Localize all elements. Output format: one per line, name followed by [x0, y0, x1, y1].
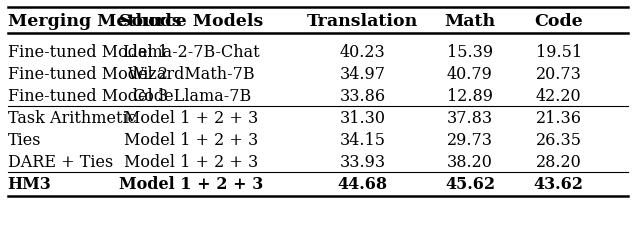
Text: DARE + Ties: DARE + Ties [8, 153, 113, 170]
Text: Source Models: Source Models [119, 12, 263, 30]
Text: Model 1 + 2 + 3: Model 1 + 2 + 3 [124, 109, 258, 126]
Text: 34.15: 34.15 [340, 131, 385, 148]
Text: Llama-2-7B-Chat: Llama-2-7B-Chat [123, 43, 260, 60]
Text: Math: Math [445, 12, 495, 30]
Text: 38.20: 38.20 [447, 153, 493, 170]
Text: 40.23: 40.23 [340, 43, 385, 60]
Text: Merging Methods: Merging Methods [8, 12, 181, 30]
Text: 19.51: 19.51 [536, 43, 582, 60]
Text: Fine-tuned Model 3: Fine-tuned Model 3 [8, 87, 168, 104]
Text: 33.93: 33.93 [339, 153, 385, 170]
Text: 45.62: 45.62 [445, 175, 495, 192]
Text: 20.73: 20.73 [536, 65, 581, 82]
Text: 15.39: 15.39 [447, 43, 493, 60]
Text: 37.83: 37.83 [447, 109, 493, 126]
Text: Fine-tuned Model 2: Fine-tuned Model 2 [8, 65, 168, 82]
Text: Model 1 + 2 + 3: Model 1 + 2 + 3 [119, 175, 263, 192]
Text: WizardMath-7B: WizardMath-7B [128, 65, 255, 82]
Text: 31.30: 31.30 [340, 109, 385, 126]
Text: Model 1 + 2 + 3: Model 1 + 2 + 3 [124, 153, 258, 170]
Text: 29.73: 29.73 [447, 131, 493, 148]
Text: 42.20: 42.20 [536, 87, 581, 104]
Text: 44.68: 44.68 [337, 175, 387, 192]
Text: HM3: HM3 [8, 175, 52, 192]
Text: 40.79: 40.79 [447, 65, 493, 82]
Text: CodeLlama-7B: CodeLlama-7B [132, 87, 251, 104]
Text: Code: Code [534, 12, 583, 30]
Text: 43.62: 43.62 [534, 175, 584, 192]
Text: Translation: Translation [307, 12, 418, 30]
Text: Fine-tuned Model 1: Fine-tuned Model 1 [8, 43, 168, 60]
Text: 34.97: 34.97 [340, 65, 385, 82]
Text: 26.35: 26.35 [536, 131, 582, 148]
Text: 12.89: 12.89 [447, 87, 493, 104]
Text: Ties: Ties [8, 131, 41, 148]
Text: Task Arithmetic: Task Arithmetic [8, 109, 136, 126]
Text: 21.36: 21.36 [536, 109, 582, 126]
Text: 28.20: 28.20 [536, 153, 581, 170]
Text: 33.86: 33.86 [339, 87, 385, 104]
Text: Model 1 + 2 + 3: Model 1 + 2 + 3 [124, 131, 258, 148]
